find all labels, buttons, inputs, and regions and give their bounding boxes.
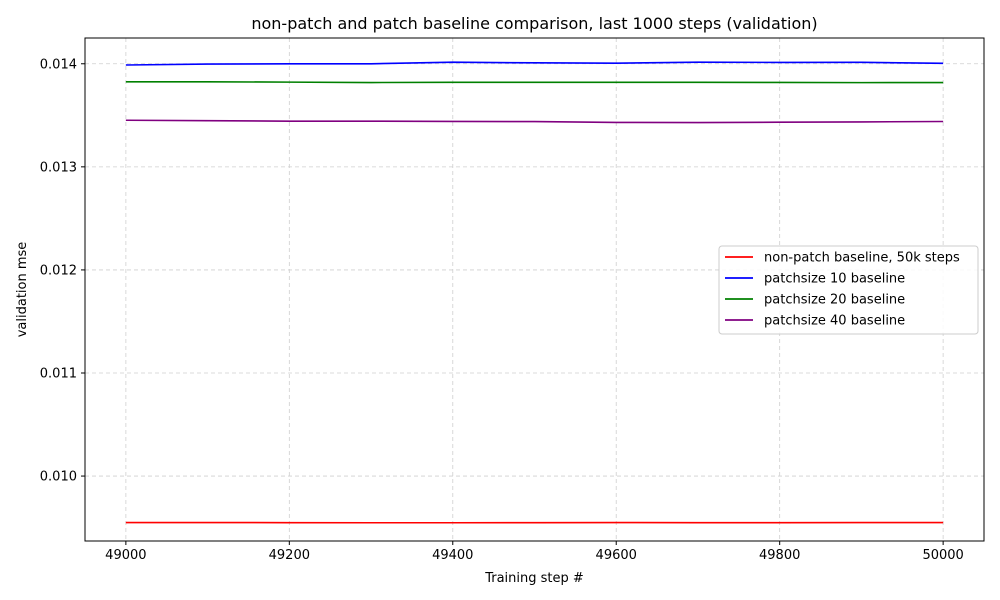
plot-frame (84, 37, 985, 542)
y-tick-label: 0.010 (40, 470, 77, 485)
x-tick-label: 49200 (269, 548, 310, 563)
legend-label: patchsize 40 baseline (764, 314, 905, 329)
x-tick-label: 49600 (596, 548, 637, 563)
chart-title: non-patch and patch baseline comparison,… (251, 14, 817, 33)
legend-box (718, 245, 979, 335)
y-axis-title: validation mse (15, 242, 30, 338)
y-axis: 0.010 0.011 0.012 0.013 0.014 (40, 57, 85, 485)
legend-label: patchsize 20 baseline (764, 293, 905, 308)
series-layer (125, 61, 944, 524)
series-line-4 (125, 119, 944, 124)
y-tick-label: 0.012 (40, 263, 77, 278)
x-axis-title: Training step # (484, 571, 584, 586)
x-tick-label: 50000 (922, 548, 963, 563)
series-line-2 (125, 61, 944, 66)
x-tick-label: 49000 (105, 548, 146, 563)
x-tick-label: 49400 (432, 548, 473, 563)
legend-label: patchsize 10 baseline (764, 272, 905, 287)
x-tick-label: 49800 (759, 548, 800, 563)
y-tick-label: 0.013 (40, 160, 77, 175)
legend-label: non-patch baseline, 50k steps (764, 251, 960, 266)
x-axis: 49000 49200 49400 49600 49800 50000 (105, 541, 964, 563)
legend: non-patch baseline, 50k steps patchsize 1… (718, 245, 979, 335)
y-tick-label: 0.014 (40, 57, 77, 72)
series-line-3 (125, 81, 944, 84)
y-tick-label: 0.011 (40, 366, 77, 381)
